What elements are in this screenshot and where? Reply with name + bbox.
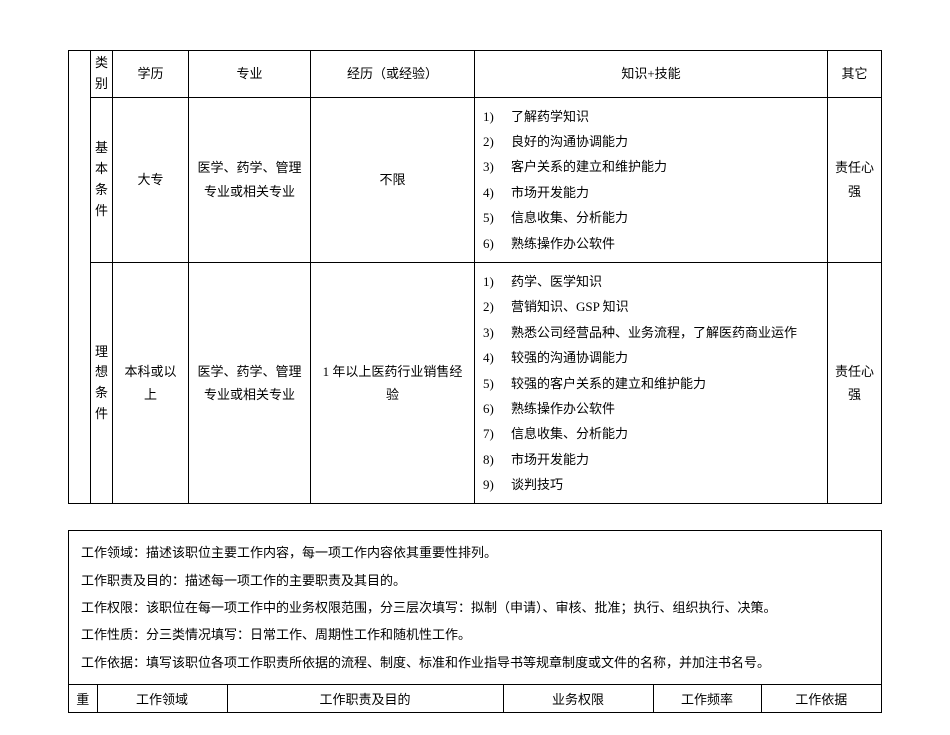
list-item: 4)市场开发能力 [483,180,819,205]
header-category: 类别 [91,51,113,98]
work-col-auth: 业务权限 [503,685,653,712]
list-text: 市场开发能力 [511,448,589,471]
list-text: 了解药学知识 [511,105,589,128]
list-text: 信息收集、分析能力 [511,206,628,229]
work-col-freq: 工作频率 [653,685,761,712]
list-item: 9)谈判技巧 [483,472,819,497]
list-item: 2)良好的沟通协调能力 [483,129,819,154]
desc-line-1: 工作领域：描述该职位主要工作内容，每一项工作内容依其重要性排列。 [81,539,869,566]
list-item: 2)营销知识、GSP 知识 [483,294,819,319]
list-number: 3) [483,155,511,178]
list-number: 1) [483,105,511,128]
header-skills: 知识+技能 [475,51,828,98]
list-number: 6) [483,232,511,255]
list-number: 4) [483,346,511,369]
list-item: 4)较强的沟通协调能力 [483,345,819,370]
basic-skills: 1)了解药学知识2)良好的沟通协调能力3)客户关系的建立和维护能力4)市场开发能… [475,97,828,262]
header-major: 专业 [189,51,311,98]
desc-line-3: 工作权限：该职位在每一项工作中的业务权限范围，分三层次填写：拟制（申请）、审核、… [81,594,869,621]
list-text: 客户关系的建立和维护能力 [511,155,667,178]
description-section: 工作领域：描述该职位主要工作内容，每一项工作内容依其重要性排列。 工作职责及目的… [68,530,882,712]
list-text: 良好的沟通协调能力 [511,130,628,153]
work-header-table: 重 工作领域 工作职责及目的 业务权限 工作频率 工作依据 [69,685,881,712]
list-item: 1)药学、医学知识 [483,269,819,294]
header-other: 其它 [828,51,882,98]
work-col-importance: 重 [69,685,97,712]
list-item: 7)信息收集、分析能力 [483,421,819,446]
list-number: 2) [483,295,511,318]
list-item: 6)熟练操作办公软件 [483,396,819,421]
list-item: 5)较强的客户关系的建立和维护能力 [483,371,819,396]
list-number: 5) [483,206,511,229]
basic-skills-list: 1)了解药学知识2)良好的沟通协调能力3)客户关系的建立和维护能力4)市场开发能… [483,104,819,256]
left-spacer-cell [69,51,91,504]
ideal-skills-list: 1)药学、医学知识2)营销知识、GSP 知识3)熟悉公司经营品种、业务流程，了解… [483,269,819,498]
desc-line-5: 工作依据：填写该职位各项工作职责所依据的流程、制度、标准和作业指导书等规章制度或… [81,649,869,676]
list-text: 较强的沟通协调能力 [511,346,628,369]
list-number: 4) [483,181,511,204]
basic-conditions-row: 基本条件 大专 医学、药学、管理专业或相关专业 不限 1)了解药学知识2)良好的… [69,97,882,262]
ideal-major: 医学、药学、管理专业或相关专业 [189,262,311,504]
table-header-row: 类别 学历 专业 经历（或经验） 知识+技能 其它 [69,51,882,98]
list-text: 营销知识、GSP 知识 [511,295,629,318]
basic-education: 大专 [113,97,189,262]
list-number: 7) [483,422,511,445]
list-item: 5)信息收集、分析能力 [483,205,819,230]
list-text: 熟练操作办公软件 [511,397,615,420]
list-text: 药学、医学知识 [511,270,602,293]
list-item: 6)熟练操作办公软件 [483,231,819,256]
work-col-field: 工作领域 [97,685,227,712]
list-number: 9) [483,473,511,496]
list-text: 市场开发能力 [511,181,589,204]
list-text: 较强的客户关系的建立和维护能力 [511,372,706,395]
list-number: 3) [483,321,511,344]
basic-experience: 不限 [311,97,475,262]
list-text: 谈判技巧 [511,473,563,496]
work-col-basis: 工作依据 [761,685,881,712]
ideal-other: 责任心强 [828,262,882,504]
header-education: 学历 [113,51,189,98]
ideal-experience: 1 年以上医药行业销售经验 [311,262,475,504]
basic-label: 基本条件 [91,97,113,262]
list-item: 3)熟悉公司经营品种、业务流程，了解医药商业运作 [483,320,819,345]
list-item: 8)市场开发能力 [483,447,819,472]
conditions-table: 类别 学历 专业 经历（或经验） 知识+技能 其它 基本条件 大专 医学、药学、… [68,50,882,504]
list-number: 8) [483,448,511,471]
description-text: 工作领域：描述该职位主要工作内容，每一项工作内容依其重要性排列。 工作职责及目的… [69,531,881,684]
ideal-education: 本科或以上 [113,262,189,504]
desc-line-2: 工作职责及目的：描述每一项工作的主要职责及其目的。 [81,567,869,594]
desc-line-4: 工作性质：分三类情况填写：日常工作、周期性工作和随机性工作。 [81,621,869,648]
ideal-skills: 1)药学、医学知识2)营销知识、GSP 知识3)熟悉公司经营品种、业务流程，了解… [475,262,828,504]
ideal-conditions-row: 理想条件 本科或以上 医学、药学、管理专业或相关专业 1 年以上医药行业销售经验… [69,262,882,504]
basic-major: 医学、药学、管理专业或相关专业 [189,97,311,262]
list-number: 5) [483,372,511,395]
basic-other: 责任心强 [828,97,882,262]
list-text: 信息收集、分析能力 [511,422,628,445]
list-item: 1)了解药学知识 [483,104,819,129]
header-experience: 经历（或经验） [311,51,475,98]
ideal-label: 理想条件 [91,262,113,504]
list-item: 3)客户关系的建立和维护能力 [483,154,819,179]
list-number: 2) [483,130,511,153]
list-text: 熟悉公司经营品种、业务流程，了解医药商业运作 [511,321,797,344]
list-text: 熟练操作办公软件 [511,232,615,255]
work-col-duty: 工作职责及目的 [227,685,503,712]
work-header-row: 重 工作领域 工作职责及目的 业务权限 工作频率 工作依据 [69,685,881,712]
list-number: 6) [483,397,511,420]
list-number: 1) [483,270,511,293]
